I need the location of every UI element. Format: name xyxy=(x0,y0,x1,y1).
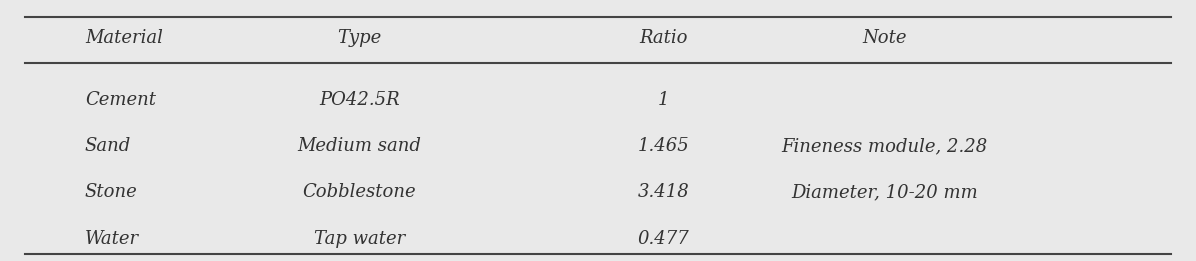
Text: Cement: Cement xyxy=(85,91,155,109)
Text: Cobblestone: Cobblestone xyxy=(303,183,416,201)
Text: 1.465: 1.465 xyxy=(637,137,690,155)
Text: PO42.5R: PO42.5R xyxy=(319,91,399,109)
Text: Stone: Stone xyxy=(85,183,138,201)
Text: 0.477: 0.477 xyxy=(637,230,690,248)
Text: Diameter, 10-20 mm: Diameter, 10-20 mm xyxy=(791,183,978,201)
Text: Tap water: Tap water xyxy=(313,230,405,248)
Text: 3.418: 3.418 xyxy=(637,183,690,201)
Text: Type: Type xyxy=(337,28,382,46)
Text: Ratio: Ratio xyxy=(640,28,688,46)
Text: Fineness module, 2.28: Fineness module, 2.28 xyxy=(781,137,988,155)
Text: 1: 1 xyxy=(658,91,670,109)
Text: Sand: Sand xyxy=(85,137,132,155)
Text: Water: Water xyxy=(85,230,139,248)
Text: Medium sand: Medium sand xyxy=(298,137,421,155)
Text: Note: Note xyxy=(862,28,907,46)
Text: Material: Material xyxy=(85,28,163,46)
